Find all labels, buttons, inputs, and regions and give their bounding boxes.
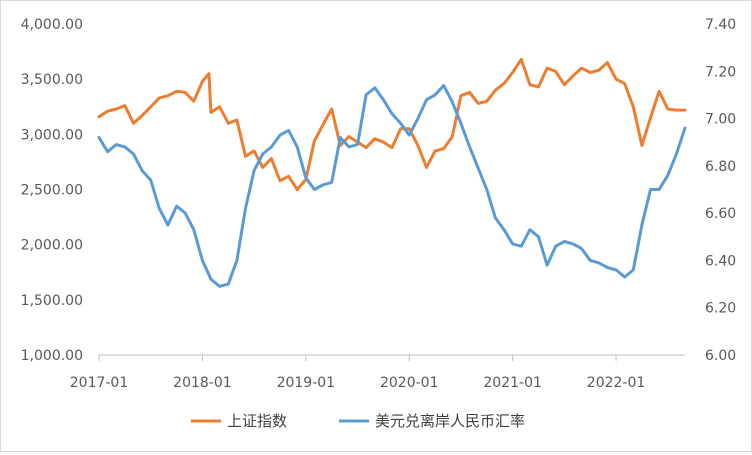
right-tick-label: 6.20 bbox=[705, 301, 736, 317]
series-layer bbox=[97, 57, 687, 288]
x-tick-label: 2020-01 bbox=[380, 375, 439, 391]
x-tick-label: 2017-01 bbox=[70, 375, 129, 391]
right-tick-label: 7.40 bbox=[705, 17, 736, 33]
left-tick-label: 4,000.00 bbox=[21, 17, 83, 33]
left-tick-label: 3,500.00 bbox=[21, 72, 83, 88]
right-tick-label: 6.00 bbox=[705, 348, 736, 364]
right-axis: 6.00 6.20 6.40 6.60 6.80 7.00 7.20 7.40 bbox=[705, 17, 736, 364]
x-tick-label: 2018-01 bbox=[173, 375, 232, 391]
legend: 上证指数 美元兑离岸人民币汇率 bbox=[191, 412, 525, 430]
right-tick-label: 6.40 bbox=[705, 253, 736, 269]
left-tick-label: 2,500.00 bbox=[21, 183, 83, 199]
series-line-2 bbox=[97, 84, 687, 288]
right-tick-label: 6.80 bbox=[705, 159, 736, 175]
x-tick-label: 2022-01 bbox=[587, 375, 646, 391]
series-line-1 bbox=[97, 57, 687, 191]
legend-label: 上证指数 bbox=[227, 412, 287, 430]
right-tick-label: 7.20 bbox=[705, 64, 736, 80]
x-tick-label: 2021-01 bbox=[483, 375, 542, 391]
right-tick-label: 6.60 bbox=[705, 206, 736, 222]
left-tick-label: 2,000.00 bbox=[21, 238, 83, 254]
left-tick-label: 1,500.00 bbox=[21, 293, 83, 309]
legend-label: 美元兑离岸人民币汇率 bbox=[375, 412, 525, 430]
x-axis: 2017-01 2018-01 2019-01 2020-01 2021-01 2022-… bbox=[70, 354, 685, 391]
left-axis: 1,000.00 1,500.00 2,000.00 2,500.00 3,000.00… bbox=[21, 17, 83, 364]
x-tick-label: 2019-01 bbox=[277, 375, 336, 391]
right-tick-label: 7.00 bbox=[705, 112, 736, 128]
left-tick-label: 1,000.00 bbox=[21, 348, 83, 364]
left-tick-label: 3,000.00 bbox=[21, 127, 83, 143]
